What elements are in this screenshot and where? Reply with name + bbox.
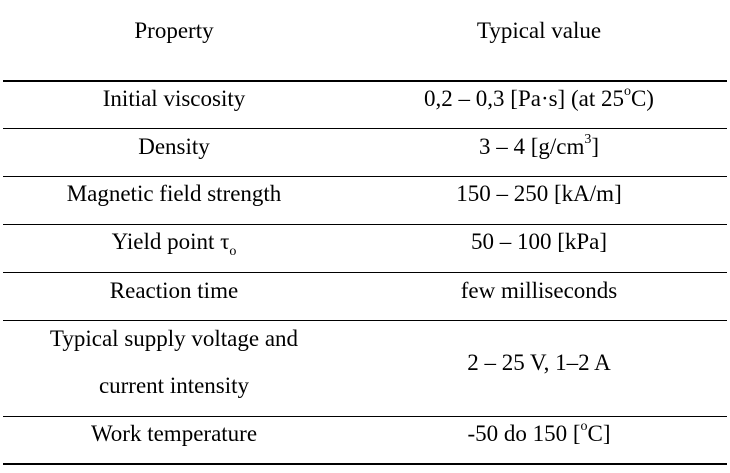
row-value-superscript: 3 [584,132,592,148]
row-value-text: 150 – 250 [kA/m] [456,181,622,206]
row-property-text-line1: Typical supply voltage and [49,326,299,351]
table-bottom-rule [3,463,727,465]
row-value: 0,2 – 0,3 [Pa·s] (at 25oC) [348,84,730,112]
row-value: 2 – 25 V, 1–2 A [348,350,730,376]
row-value-text-suffix: C] [587,421,611,446]
header-value: Typical value [348,18,730,44]
row-value-superscript: o [623,84,631,100]
row-divider [3,128,727,129]
row-property: Typical supply voltage and current inten… [0,326,348,399]
row-value: few milliseconds [348,278,730,304]
row-value-text: 2 – 25 V, 1–2 A [467,350,611,375]
row-divider [3,320,727,321]
row-property-text: Work temperature [90,421,258,446]
row-value-text: 0,2 – 0,3 [Pa·s] (at 25 [424,86,624,111]
row-value-superscript: o [580,419,588,435]
header-property: Property [0,18,348,44]
header-property-text: Property [134,18,214,43]
header-divider [3,80,727,82]
row-value-text: 50 – 100 [kPa] [470,229,608,254]
row-property: Yield point τo [0,229,348,258]
row-property-text: Yield point τ [111,229,230,254]
row-value-text: -50 do 150 [ [467,421,581,446]
row-value-text: few milliseconds [460,278,618,303]
row-value: 150 – 250 [kA/m] [348,181,730,207]
row-value: 50 – 100 [kPa] [348,229,730,255]
row-property-text: Density [138,134,210,159]
row-divider [3,224,727,225]
row-property: Reaction time [0,278,348,304]
row-value: 3 – 4 [g/cm3] [348,132,730,160]
row-value-text-suffix: C) [630,86,654,111]
row-property-text-line2: current intensity [98,373,250,398]
row-property-subscript: o [229,243,237,259]
row-property-text: Initial viscosity [102,86,246,111]
row-value: -50 do 150 [oC] [348,419,730,447]
row-property-text: Magnetic field strength [66,181,282,206]
row-property-text: Reaction time [109,278,239,303]
row-value-text: 3 – 4 [g/cm [478,134,585,159]
row-divider [3,176,727,177]
row-property: Work temperature [0,421,348,447]
row-property: Initial viscosity [0,86,348,112]
header-value-text: Typical value [476,18,602,43]
row-divider [3,272,727,273]
row-property: Density [0,134,348,160]
row-value-text-suffix: ] [591,134,600,159]
row-divider [3,416,727,417]
row-property: Magnetic field strength [0,181,348,207]
